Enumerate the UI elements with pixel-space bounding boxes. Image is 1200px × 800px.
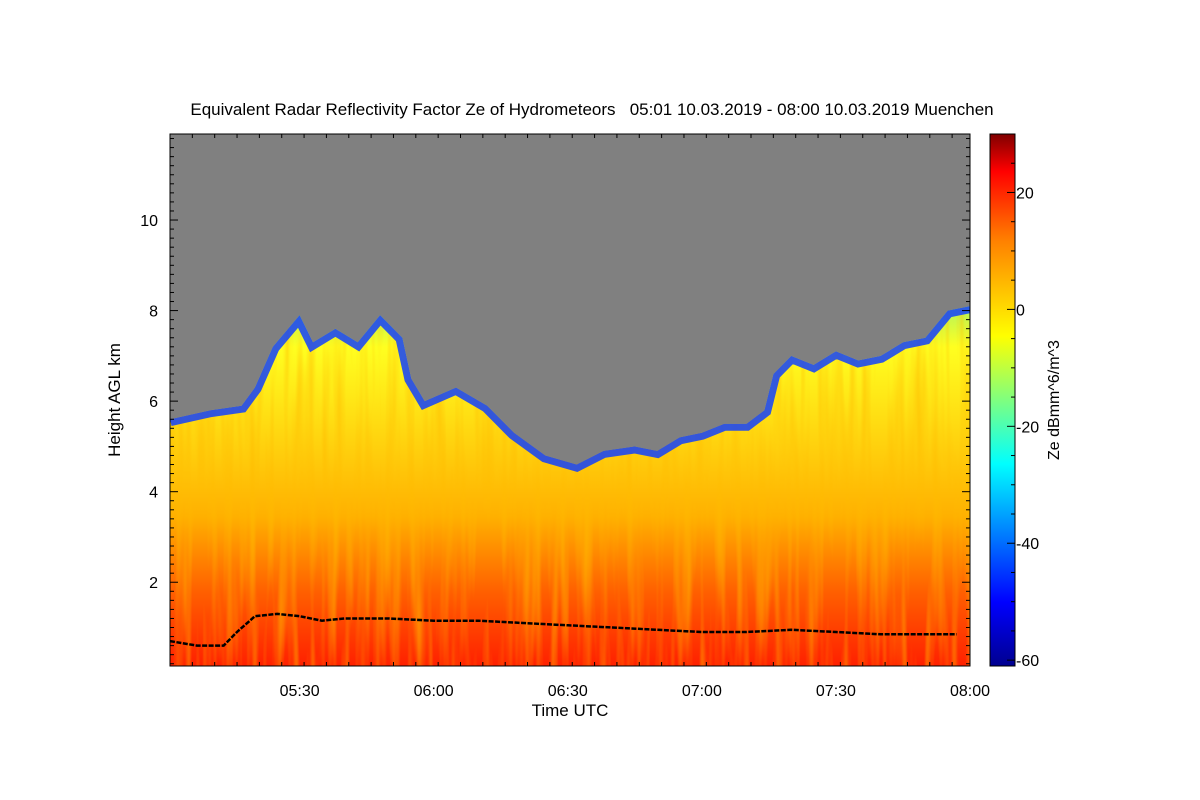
x-axis-label: Time UTC xyxy=(532,701,609,720)
y-tick-label: 2 xyxy=(149,575,158,592)
x-tick-label: 07:00 xyxy=(682,683,722,700)
colorbar-tick-label: 20 xyxy=(1016,185,1034,202)
y-tick-label: 8 xyxy=(149,304,158,321)
x-tick-label: 05:30 xyxy=(280,683,320,700)
colorbar-gradient xyxy=(989,133,1016,667)
y-tick-label: 6 xyxy=(149,394,158,411)
x-tick-label: 06:00 xyxy=(414,683,454,700)
x-tick-label: 08:00 xyxy=(950,683,990,700)
y-axis-label: Height AGL km xyxy=(105,343,124,457)
colorbar: 20 0 -20 -40 -60 Ze dBmm^6/m^3 xyxy=(989,133,1063,670)
colorbar-tick-label: -40 xyxy=(1016,536,1039,553)
cloud-base-line xyxy=(170,612,957,647)
plot-area xyxy=(170,134,970,666)
y-tick-label: 4 xyxy=(149,485,158,502)
plot-frame xyxy=(169,133,971,667)
x-tick-label: 06:30 xyxy=(548,683,588,700)
chart-title: Equivalent Radar Reflectivity Factor Ze … xyxy=(190,100,993,119)
y-tick-label: 10 xyxy=(140,213,158,230)
x-axis: 05:30 06:00 06:30 07:00 07:30 08:00 xyxy=(169,134,990,700)
colorbar-tick-label: -60 xyxy=(1016,653,1039,670)
y-axis: 2 4 6 8 10 xyxy=(140,138,970,665)
colorbar-label: Ze dBmm^6/m^3 xyxy=(1046,340,1063,460)
colorbar-tick-label: -20 xyxy=(1016,419,1039,436)
colorbar-tick-label: 0 xyxy=(1016,302,1025,319)
x-tick-label: 07:30 xyxy=(816,683,856,700)
colorbar-ticks: 20 0 -20 -40 -60 xyxy=(1007,133,1039,670)
